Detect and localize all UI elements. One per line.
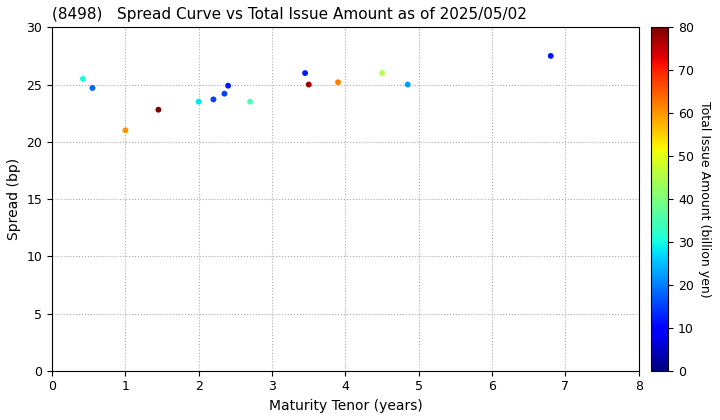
Point [153,106,164,113]
Point [207,96,219,103]
Point [333,79,344,86]
Point [377,70,388,76]
Point [86,84,98,91]
Text: (8498)   Spread Curve vs Total Issue Amount as of 2025/05/02: (8498) Spread Curve vs Total Issue Amoun… [52,7,527,22]
Point [193,98,204,105]
Point [300,70,311,76]
Y-axis label: Spread (bp): Spread (bp) [7,158,21,240]
X-axis label: Maturity Tenor (years): Maturity Tenor (years) [269,399,422,413]
Point [244,98,256,105]
Y-axis label: Total Issue Amount (billion yen): Total Issue Amount (billion yen) [698,101,711,297]
Point [219,90,230,97]
Point [402,81,413,88]
Point [120,127,131,134]
Point [545,52,557,59]
Point [77,76,89,82]
Point [303,81,315,88]
Point [222,82,234,89]
